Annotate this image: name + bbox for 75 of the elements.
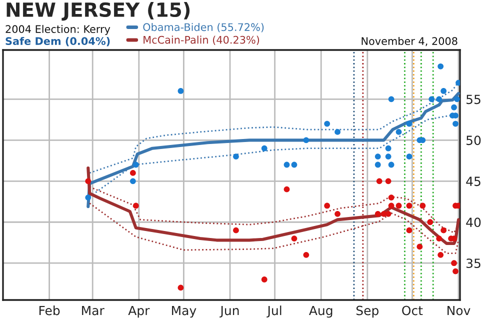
point [454,96,460,102]
x-tick-label: Aug [309,306,332,318]
x-tick-label: Apr [128,306,150,318]
text: Safe Dem (0.04%) [6,36,110,46]
point [452,268,458,274]
point [388,162,394,168]
point [324,120,330,127]
point [427,219,434,226]
x-tick-label: Nov [448,306,470,316]
point [85,178,92,184]
point [334,210,340,217]
legend-label: Obama-Biden (55.72%) [143,23,264,32]
point [388,194,394,200]
point [376,178,382,184]
point [132,202,139,209]
point [374,154,381,160]
point [303,137,310,144]
point [233,154,239,160]
point [130,178,136,184]
point [261,276,268,282]
y-tick-label: 50 [466,136,481,146]
point [334,129,340,135]
point [416,244,423,250]
point [291,162,298,168]
point [440,88,447,94]
y-tick-label: 35 [466,258,480,268]
point [130,170,136,176]
point [374,210,381,217]
legend-label: McCain-Palin (40.23%) [144,36,260,45]
point [406,202,412,209]
point [438,252,444,258]
point [451,260,457,266]
y-tick-label: 45 [466,176,480,186]
point [284,162,290,168]
chart-title: NEW JERSEY (15) [6,2,190,21]
point [406,120,412,127]
text: 2004 Election: Kerry [6,24,110,36]
point [436,96,442,102]
point [406,227,412,234]
point [451,104,457,110]
text: November 4, 2008 [362,36,458,46]
x-tick-label: Sep [356,306,378,318]
point [324,202,330,209]
x-tick-label: Feb [39,306,60,316]
point [452,120,458,127]
y-tick-label: 55 [466,94,480,104]
point [178,284,184,291]
point [396,129,402,135]
x-tick-label: Jul [266,306,282,318]
point [385,154,392,160]
point [438,63,444,70]
point [132,162,139,168]
point [261,145,268,152]
y-tick-label: 40 [466,218,481,228]
point [178,88,184,94]
point [388,202,394,209]
point [388,96,394,102]
x-tick-label: Jun [220,306,239,318]
point [385,178,392,184]
point [303,252,310,258]
point [428,96,435,102]
point [374,162,381,168]
point [406,154,412,160]
point [291,236,298,242]
point [420,202,426,209]
point [396,202,402,209]
x-tick-label: May [172,306,196,318]
x-tick-label: Mar [82,306,104,316]
point [385,145,392,152]
point [436,236,442,242]
point [233,227,239,234]
x-tick-label: Oct [402,306,423,316]
point [85,194,92,200]
point [284,186,290,192]
point [440,227,447,234]
